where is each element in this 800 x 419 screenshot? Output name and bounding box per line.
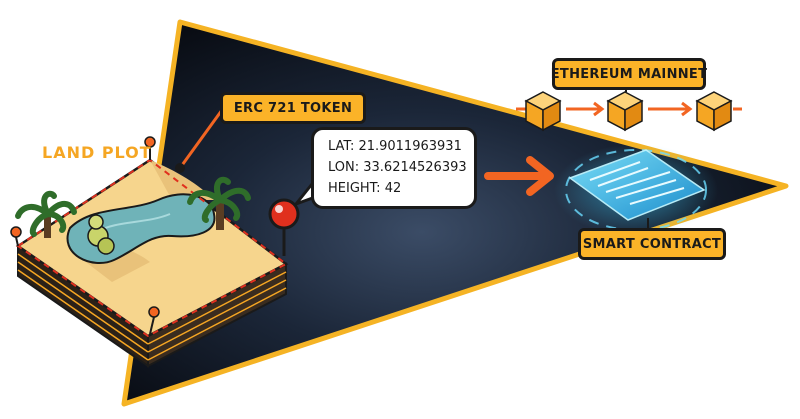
height-text: HEIGHT: 42 <box>328 181 402 196</box>
coordinates-bubble: LAT: 21.9011963931 LON: 33.6214526393 HE… <box>311 127 477 209</box>
contract-document-icon <box>568 149 706 221</box>
land-plot-illustration <box>10 136 289 368</box>
flow-arrow <box>484 156 554 196</box>
palm-tree-icon <box>15 190 77 238</box>
land-plot-title: LAND PLOT <box>42 143 152 162</box>
network-label: ETHEREUM MAINNET <box>551 58 707 90</box>
bush-icon <box>87 214 115 255</box>
corner-marker <box>148 306 160 318</box>
token-connector <box>178 109 224 169</box>
contract-label: SMART CONTRACT <box>578 228 726 260</box>
corner-marker <box>10 226 22 238</box>
blockchain <box>516 91 742 132</box>
map-pin-icon <box>268 198 300 256</box>
block-icon <box>524 91 562 132</box>
token-label: ERC 721 TOKEN <box>220 92 366 124</box>
latitude-text: LAT: 21.9011963931 <box>328 139 462 154</box>
longitude-text: LON: 33.6214526393 <box>328 160 467 175</box>
block-icon <box>606 91 644 132</box>
block-icon <box>695 91 733 132</box>
smart-contract-hologram <box>554 144 718 236</box>
palm-tree-icon <box>187 176 251 230</box>
